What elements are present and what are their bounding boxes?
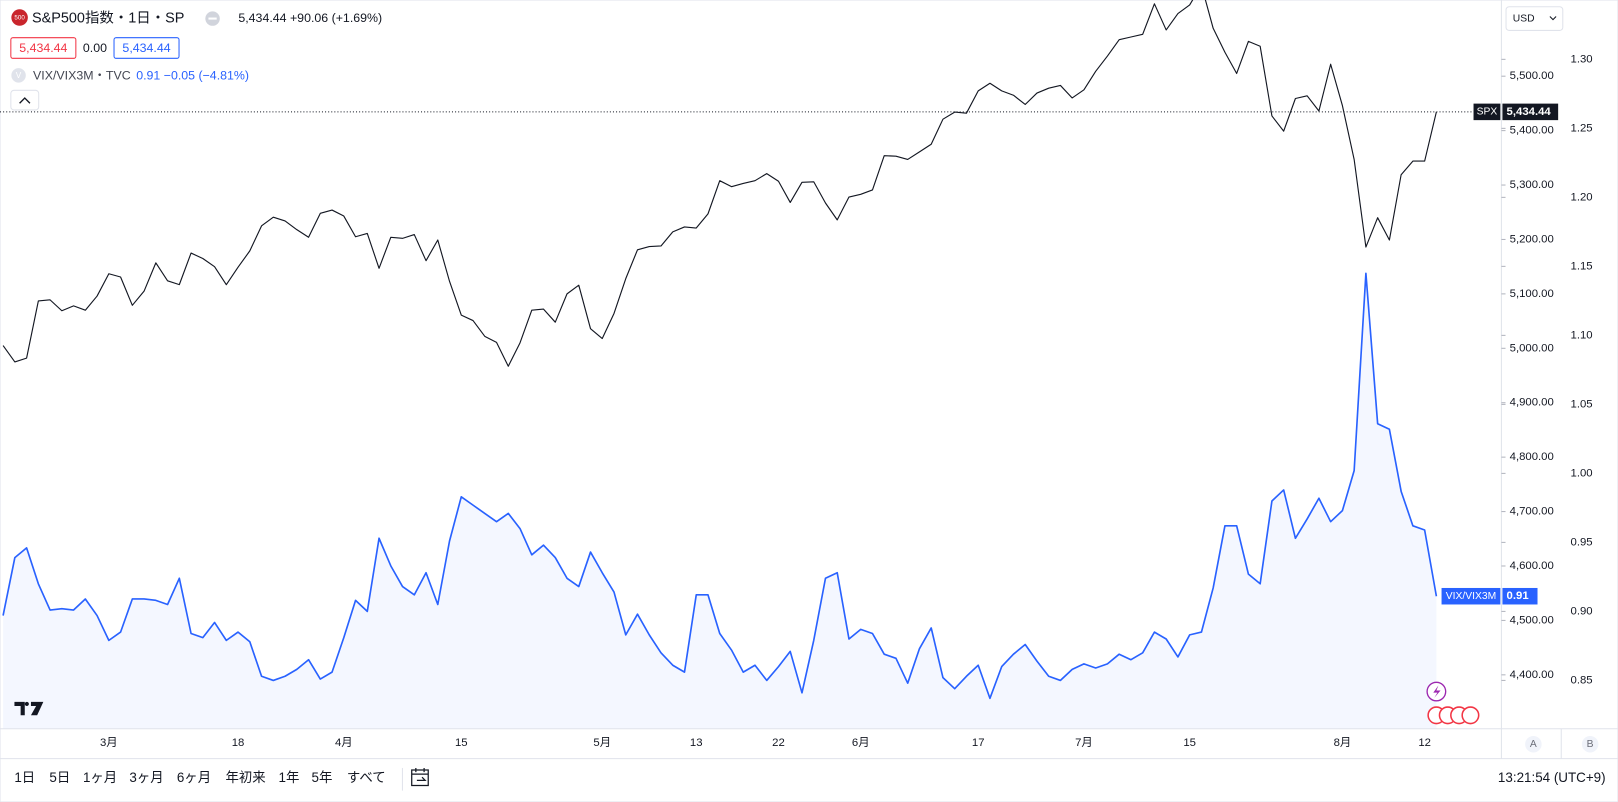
y-tick-label: 0.85 xyxy=(1571,674,1593,686)
clock: 13:21:54 (UTC+9) xyxy=(1498,770,1606,785)
date-range-icon[interactable] xyxy=(411,767,429,787)
sub-title[interactable]: VIX/VIX3M・TVC xyxy=(33,69,131,83)
range-button[interactable]: 6ヶ月 xyxy=(177,770,211,785)
range-button[interactable]: 5年 xyxy=(312,770,333,785)
range-button[interactable]: 1年 xyxy=(278,770,299,785)
x-tick-label: 12 xyxy=(1418,737,1431,749)
y-tick-label: 5,400.00 xyxy=(1510,125,1554,137)
x-tick-label: 8月 xyxy=(1334,737,1352,749)
sub-icon xyxy=(11,68,26,83)
sub-icon-text: V xyxy=(16,71,22,80)
series-name: SPX xyxy=(1477,107,1498,118)
close-price: 5,434.44 xyxy=(122,41,170,55)
logo-dot xyxy=(24,701,29,707)
series-line xyxy=(2,0,1437,367)
x-tick-label: 15 xyxy=(455,737,468,749)
y-tick-label: 1.10 xyxy=(1571,329,1593,341)
y-tick-label: 5,200.00 xyxy=(1510,233,1554,245)
y-tick-label: 1.25 xyxy=(1571,122,1593,134)
collapse-icon xyxy=(19,97,31,104)
last-value-badge xyxy=(1502,587,1538,605)
last-value: 0.91 xyxy=(1507,590,1529,602)
y-tick-label: 4,800.00 xyxy=(1510,451,1554,463)
y-tick-label: 1.20 xyxy=(1571,191,1593,203)
x-tick-label: 13 xyxy=(690,737,703,749)
event-icon-glyph xyxy=(1433,685,1441,698)
currency-select[interactable] xyxy=(1505,6,1564,31)
x-tick-label: 18 xyxy=(232,737,245,749)
logo[interactable] xyxy=(14,701,44,716)
sub-quote: 0.91 −0.05 (−4.81%) xyxy=(136,69,249,83)
series-name-badge xyxy=(1441,587,1501,605)
economic-event[interactable] xyxy=(1461,706,1480,725)
symbol-icon xyxy=(11,9,28,26)
range-button[interactable]: 年初来 xyxy=(225,770,265,785)
last-value-badge xyxy=(1502,103,1559,121)
symbol-icon-text: 500 xyxy=(14,15,25,22)
scale-button[interactable] xyxy=(1581,735,1599,753)
x-tick-label: 6月 xyxy=(852,737,870,749)
x-tick-label: 22 xyxy=(772,737,785,749)
price-box xyxy=(10,37,77,59)
y-tick-label: 5,100.00 xyxy=(1510,288,1554,300)
status-icon-bar xyxy=(208,17,217,20)
series-name: VIX/VIX3M xyxy=(1446,591,1496,602)
price-box xyxy=(113,37,180,59)
open-price: 5,434.44 xyxy=(19,41,67,55)
currency-arrow xyxy=(1549,16,1557,21)
x-tick-label: 7月 xyxy=(1075,737,1093,749)
range-button[interactable]: 3ヶ月 xyxy=(129,770,163,785)
series-line xyxy=(2,272,1438,700)
y-tick-label: 4,900.00 xyxy=(1510,397,1554,409)
symbol-quote: 5,434.44 +90.06 (+1.69%) xyxy=(238,11,382,25)
range-button[interactable]: 1日 xyxy=(14,770,35,785)
currency-label: USD xyxy=(1513,13,1535,24)
y-tick-label: 5,000.00 xyxy=(1510,342,1554,354)
y-tick-label: 1.15 xyxy=(1571,260,1593,272)
symbol-title[interactable]: S&P500指数・1日・SP xyxy=(32,9,184,26)
y-tick-label: 4,600.00 xyxy=(1510,560,1554,572)
toolbar: 1日 5日 1ヶ月 3ヶ月 6ヶ月 年初来 1年 5年 すべて xyxy=(14,770,385,785)
last-value: 5,434.44 xyxy=(1507,106,1552,118)
y-tick-label: 5,500.00 xyxy=(1510,70,1554,82)
x-tick-label: 17 xyxy=(972,737,985,749)
x-tick-label: 15 xyxy=(1183,737,1196,749)
range-button[interactable]: 5日 xyxy=(49,770,70,785)
scale-label: B xyxy=(1587,739,1594,750)
x-tick-label: 3月 xyxy=(100,737,118,749)
series-name-badge xyxy=(1473,103,1501,121)
y-tick-label: 0.95 xyxy=(1571,536,1593,548)
y-tick-label: 1.30 xyxy=(1571,53,1593,65)
plot-area xyxy=(2,0,1438,729)
y-tick-label: 1.00 xyxy=(1571,467,1593,479)
x-tick-label: 5月 xyxy=(593,737,611,749)
collapse-button[interactable] xyxy=(10,89,40,111)
range-button[interactable]: すべて xyxy=(347,770,386,785)
y-tick-label: 1.05 xyxy=(1571,398,1593,410)
price-change: 0.00 xyxy=(83,41,107,55)
scale-label: A xyxy=(1530,739,1537,750)
scale-button[interactable] xyxy=(1525,735,1542,753)
y-tick-label: 4,400.00 xyxy=(1510,669,1554,681)
range-button[interactable]: 1ヶ月 xyxy=(83,770,117,785)
x-tick-label: 4月 xyxy=(335,737,353,749)
y-tick-label: 0.90 xyxy=(1571,605,1593,617)
y-tick-label: 4,500.00 xyxy=(1510,614,1554,626)
y-tick-label: 4,700.00 xyxy=(1510,506,1554,518)
y-tick-label: 5,300.00 xyxy=(1510,179,1554,191)
area-fill xyxy=(3,273,1437,729)
